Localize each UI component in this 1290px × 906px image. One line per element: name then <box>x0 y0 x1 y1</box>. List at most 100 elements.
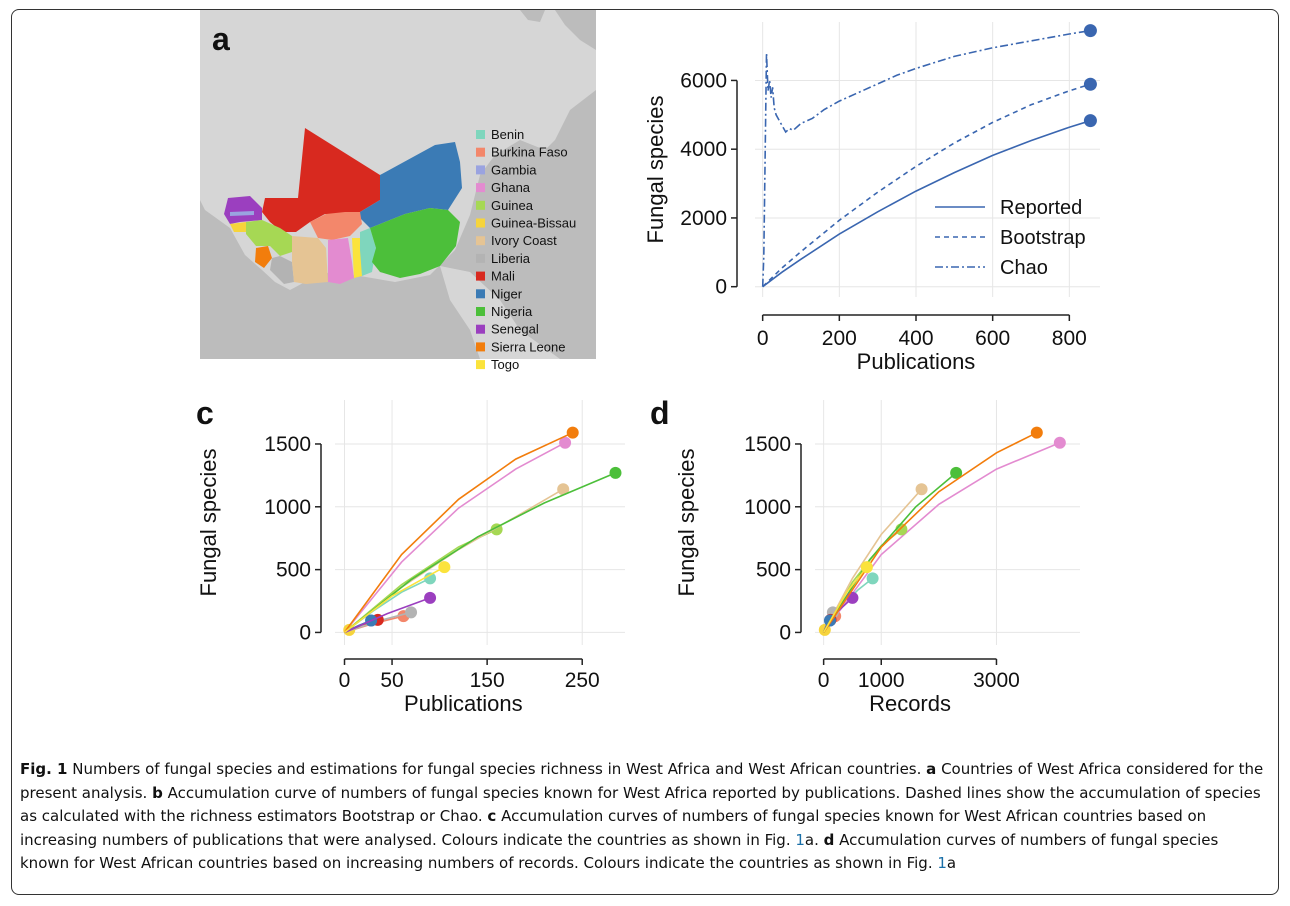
country-guinea-bissau <box>230 222 248 232</box>
series-line-ghana <box>343 441 566 633</box>
y-tick-label: 1500 <box>264 433 311 456</box>
y-tick-label: 0 <box>715 276 727 299</box>
caption-fig-label: Fig. 1 <box>20 760 68 778</box>
panel-d-chart: d 0 1000 3000 0 500 1000 1500 Records Fungal spe… <box>650 395 1080 716</box>
legend-label: Senegal <box>491 322 539 337</box>
country-senegal <box>224 196 262 224</box>
x-tick-label: 400 <box>898 327 933 350</box>
legend-swatch-guinea-bissau <box>476 218 485 228</box>
x-tick-label: 0 <box>339 669 351 692</box>
x-tick-label: 1000 <box>858 669 905 692</box>
series-endpoint-ivory-coast <box>915 483 928 496</box>
y-tick-label: 2000 <box>680 207 727 230</box>
legend-swatch-gambia <box>476 165 485 175</box>
map-legend: Benin Burkina Faso Gambia Ghana Guinea Guinea… <box>476 127 576 372</box>
x-axis-label: Records <box>869 691 951 716</box>
series-line-benin <box>344 577 431 634</box>
legend-swatch-sierra-leone <box>476 342 485 352</box>
series-endpoint-ivory-coast <box>557 483 570 496</box>
country-burkina-faso <box>310 212 362 240</box>
series-line-ivory-coast <box>822 488 923 633</box>
panel-b-chart: 0 200 400 600 800 0 2000 4000 6000 Publications Fu… <box>643 22 1100 374</box>
caption-d-text: Accumulation curves of numbers of fungal… <box>20 830 1219 873</box>
x-tick-label: 800 <box>1052 327 1087 350</box>
map-coast <box>440 266 560 359</box>
legend-label-reported: Reported <box>1000 197 1082 219</box>
country-sierra-leone <box>255 246 272 268</box>
x-tick-label: 50 <box>380 669 403 692</box>
country-liberia <box>270 256 294 284</box>
legend-swatch-nigeria <box>476 307 485 316</box>
legend-label: Liberia <box>491 251 531 266</box>
legend-swatch-liberia <box>476 253 485 263</box>
series-line-nigeria <box>822 472 957 633</box>
figure-panels: a Benin Burkina Faso Gambia Ghana Guinea Guin… <box>196 10 1100 716</box>
legend-label-bootstrap: Bootstrap <box>1000 227 1086 249</box>
map-water <box>555 10 596 50</box>
x-tick-label: 250 <box>565 669 600 692</box>
legend-label: Mali <box>491 269 515 284</box>
x-tick-label: 3000 <box>973 669 1020 692</box>
legend-swatch-ivory-coast <box>476 236 485 246</box>
series-line-sierra-leone <box>343 431 574 633</box>
legend-label: Guinea-Bissau <box>491 216 576 231</box>
legend-label: Ivory Coast <box>491 233 557 248</box>
y-axis-label: Fungal species <box>196 449 221 597</box>
series-endpoint-togo <box>438 561 451 574</box>
series-endpoint-benin <box>866 572 879 585</box>
legend-label: Ghana <box>491 180 531 195</box>
series-endpoint-sierra-leone <box>1030 426 1043 439</box>
y-axis-label: Fungal species <box>674 449 699 597</box>
country-ghana <box>328 238 354 284</box>
country-guinea <box>246 220 292 256</box>
series-endpoint-nigeria <box>609 466 622 479</box>
country-mali <box>262 128 380 232</box>
y-axis-label: Fungal species <box>643 96 668 244</box>
series-line-togo <box>344 566 445 634</box>
legend-swatch-burkina-faso <box>476 147 485 157</box>
series-endpoint-senegal <box>424 591 437 604</box>
legend-swatch-togo <box>476 360 485 370</box>
caption-d-figure-link[interactable]: 1 <box>937 854 947 872</box>
country-ivory-coast <box>292 236 328 284</box>
series-endpoint-ghana <box>559 436 572 449</box>
legend-swatch-mali <box>476 271 485 281</box>
figure-caption: Fig. 1 Numbers of fungal species and est… <box>20 758 1270 876</box>
x-tick-label: 150 <box>470 669 505 692</box>
country-benin <box>360 228 376 276</box>
series-line-senegal <box>344 597 431 634</box>
panel-a-map: a Benin Burkina Faso Gambia Ghana Guinea Guin… <box>200 10 596 372</box>
legend-swatch-benin <box>476 130 485 139</box>
map-water-2 <box>520 10 545 22</box>
country-gambia <box>230 211 254 216</box>
caption-d-label: d <box>823 830 835 849</box>
series-endpoint-senegal <box>846 591 859 604</box>
series-line-ghana <box>822 441 1061 633</box>
legend-label: Guinea <box>491 198 534 213</box>
legend-label: Gambia <box>491 162 537 177</box>
endpoint-chao <box>1083 24 1097 38</box>
caption-d-ref-suffix: a <box>946 854 957 872</box>
series-line-sierra-leone <box>822 431 1038 633</box>
panel-label-d: d <box>650 395 670 431</box>
endpoint-bootstrap <box>1083 77 1097 91</box>
x-tick-label: 0 <box>757 327 769 350</box>
series-line-nigeria <box>344 472 616 634</box>
caption-c-figure-link[interactable]: 1 <box>795 830 805 849</box>
x-axis-label: Publications <box>857 349 976 374</box>
panel-c-chart: c 0 50 150 250 0 500 1000 1500 Publications Funga… <box>196 395 625 716</box>
series-endpoint-sierra-leone <box>566 426 579 439</box>
series-endpoint-nigeria <box>950 466 963 479</box>
caption-c-label: c <box>487 807 497 825</box>
x-tick-label: 200 <box>822 327 857 350</box>
legend-swatch-ghana <box>476 183 485 193</box>
legend-label: Niger <box>491 286 523 301</box>
series-endpoint-guinea <box>895 523 908 536</box>
y-tick-label: 4000 <box>680 138 727 161</box>
series-endpoint-ghana <box>1053 436 1066 449</box>
legend-label: Nigeria <box>491 304 533 319</box>
country-togo <box>352 238 362 278</box>
series-endpoint-togo <box>860 561 873 574</box>
legend-swatch-guinea <box>476 200 485 210</box>
y-tick-label: 0 <box>779 621 791 644</box>
